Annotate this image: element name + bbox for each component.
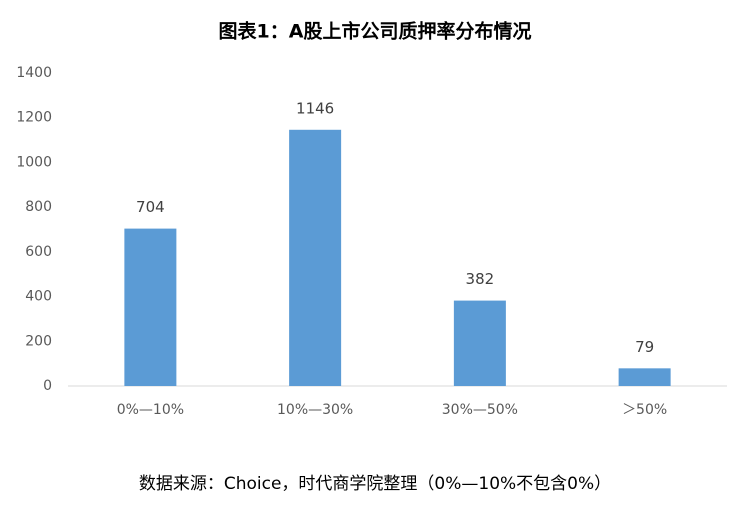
bar — [124, 228, 177, 386]
y-tick-label: 600 — [25, 244, 52, 260]
y-tick-label: 800 — [25, 199, 52, 215]
x-tick-label: ＞50% — [622, 402, 667, 418]
y-tick-label: 0 — [43, 378, 52, 394]
data-label: 704 — [136, 198, 165, 216]
chart-title: 图表1：A股上市公司质押率分布情况 — [219, 20, 532, 43]
data-label: 1146 — [296, 99, 334, 117]
x-tick-label: 10%—30% — [277, 402, 353, 418]
source-note: 数据来源：Choice，时代商学院整理（0%—10%不包含0%） — [139, 474, 611, 494]
y-tick-label: 400 — [25, 289, 52, 305]
bar — [618, 368, 671, 386]
y-tick-label: 1000 — [16, 154, 52, 170]
bar — [289, 129, 342, 386]
y-tick-label: 1400 — [16, 65, 52, 81]
y-tick-label: 200 — [25, 333, 52, 349]
x-tick-label: 30%—50% — [442, 402, 518, 418]
data-label: 382 — [466, 270, 495, 288]
x-tick-label: 0%—10% — [117, 402, 184, 418]
bar — [453, 300, 506, 386]
y-tick-label: 1200 — [16, 110, 52, 126]
data-label: 79 — [635, 338, 654, 356]
